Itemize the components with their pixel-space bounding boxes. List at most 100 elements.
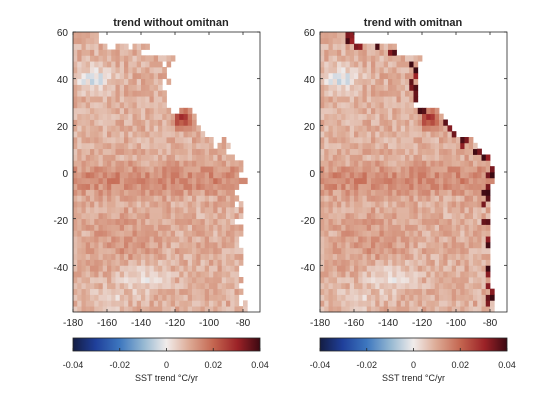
heatmap-cell — [200, 271, 206, 278]
heatmap-cell — [324, 306, 329, 313]
heatmap-cell — [145, 271, 150, 278]
heatmap-cell — [400, 107, 406, 115]
heatmap-cell — [328, 271, 334, 278]
heatmap-cell — [115, 61, 121, 68]
heatmap-cell — [132, 119, 138, 126]
heatmap-cell — [388, 78, 393, 85]
heatmap-cell — [90, 137, 95, 144]
heatmap-cell — [132, 43, 138, 50]
heatmap-cell — [426, 137, 431, 144]
heatmap-cell — [94, 125, 99, 132]
heatmap-cell — [73, 306, 78, 313]
heatmap-cell — [409, 131, 414, 138]
heatmap-cell — [77, 96, 82, 103]
heatmap-cell — [417, 172, 423, 179]
heatmap-cell — [413, 78, 419, 85]
heatmap-cell — [447, 247, 453, 255]
heatmap-cell — [238, 253, 244, 260]
heatmap-cell — [320, 294, 325, 301]
heatmap-cell — [328, 43, 334, 50]
heatmap-cell — [149, 247, 155, 255]
heatmap-cell — [107, 253, 112, 260]
heatmap-cell — [396, 72, 402, 80]
heatmap-cell — [94, 247, 99, 255]
heatmap-cell — [81, 96, 87, 103]
heatmap-cell — [166, 148, 172, 155]
heatmap-cell — [187, 306, 193, 313]
heatmap-cell — [230, 212, 235, 220]
heatmap-cell — [153, 242, 159, 249]
heatmap-cell — [158, 148, 163, 155]
heatmap-cell — [149, 201, 155, 208]
heatmap-cell — [473, 271, 478, 278]
heatmap-cell — [383, 201, 389, 208]
heatmap-cell — [426, 277, 431, 284]
heatmap-cell — [166, 282, 172, 290]
heatmap-cell — [443, 300, 448, 307]
heatmap-cell — [162, 282, 167, 290]
heatmap-cell — [221, 247, 227, 255]
heatmap-cell — [349, 96, 355, 103]
heatmap-cell — [90, 154, 95, 161]
heatmap-cell — [439, 148, 444, 155]
heatmap-cell — [392, 160, 397, 167]
heatmap-cell — [234, 288, 240, 295]
heatmap-cell — [90, 166, 95, 173]
heatmap-cell — [145, 119, 150, 126]
heatmap-cell — [439, 137, 444, 144]
heatmap-cell — [107, 102, 112, 109]
heatmap-cell — [221, 230, 227, 237]
heatmap-cell — [481, 253, 487, 260]
heatmap-cell — [477, 306, 482, 313]
heatmap-cell — [213, 253, 218, 260]
heatmap-cell — [439, 288, 444, 295]
heatmap-cell — [111, 201, 116, 208]
heatmap-cell — [324, 247, 329, 255]
heatmap-cell — [405, 172, 410, 179]
heatmap-cell — [73, 236, 78, 243]
heatmap-cell — [426, 265, 431, 272]
heatmap-cell — [375, 201, 380, 208]
heatmap-cell — [179, 300, 184, 307]
heatmap-cell — [422, 271, 427, 278]
heatmap-cell — [332, 195, 338, 202]
heatmap-cell — [477, 166, 482, 173]
heatmap-cell — [209, 154, 214, 161]
heatmap-cell — [341, 212, 346, 220]
heatmap-cell — [332, 142, 338, 150]
heatmap-cell — [422, 207, 427, 214]
heatmap-cell — [166, 183, 172, 190]
heatmap-cell — [115, 172, 121, 179]
heatmap-cell — [468, 277, 474, 284]
heatmap-cell — [328, 49, 334, 56]
heatmap-cell — [366, 43, 372, 50]
heatmap-cell — [107, 306, 112, 313]
heatmap-cell — [158, 288, 163, 295]
heatmap-cell — [204, 288, 210, 295]
heatmap-cell — [200, 247, 206, 255]
heatmap-cell — [320, 259, 325, 266]
heatmap-cell — [358, 177, 363, 185]
heatmap-cell — [141, 166, 146, 173]
heatmap-cell — [132, 166, 138, 173]
heatmap-cell — [354, 84, 359, 91]
heatmap-cell — [320, 236, 325, 243]
heatmap-cell — [77, 37, 82, 45]
heatmap-cell — [81, 212, 87, 220]
heatmap-cell — [451, 131, 457, 138]
heatmap-cell — [153, 107, 159, 115]
heatmap-cell — [136, 113, 142, 120]
heatmap-cell — [430, 177, 436, 185]
heatmap-cell — [451, 142, 457, 150]
heatmap-cell — [379, 78, 385, 85]
heatmap-cell — [238, 277, 244, 284]
heatmap-cell — [485, 154, 491, 161]
heatmap-cell — [187, 107, 193, 115]
heatmap-cell — [464, 265, 470, 272]
heatmap-cell — [341, 84, 346, 91]
heatmap-cell — [405, 236, 410, 243]
heatmap-cell — [175, 177, 180, 185]
heatmap-cell — [166, 61, 172, 68]
heatmap-cell — [111, 102, 116, 109]
heatmap-cell — [94, 43, 99, 50]
